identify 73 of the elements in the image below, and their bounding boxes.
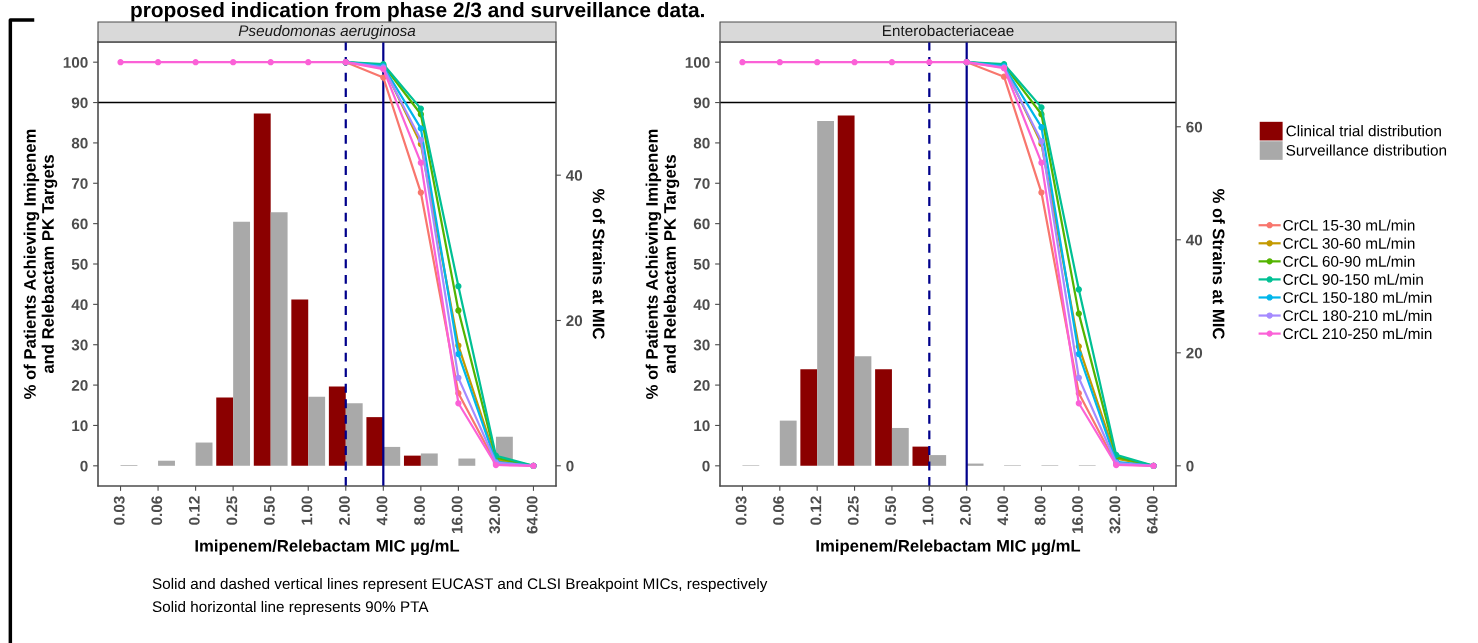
x-tick-label: 64.00	[526, 496, 538, 534]
chart-title: Enterobacteriaceae	[883, 24, 1014, 37]
x-tick-label: 0.03	[113, 496, 125, 525]
x-tick-label: 4.00	[997, 496, 1009, 526]
y-tick-label: 20	[71, 379, 88, 391]
text: Solid and dashed vertical lines represent EUCAST and CLSI Breakpoint MICs, respectively	[152, 577, 768, 593]
legend-label: CrCL 180-210 mL/min	[1283, 309, 1432, 322]
y-tick-label: 10	[694, 420, 710, 432]
x-tick-label: 4.00	[376, 496, 388, 526]
y-tick-label: 50	[71, 258, 88, 270]
y-tick-label: 90	[693, 97, 710, 109]
y-tick-label: 50	[693, 258, 710, 270]
y-tick-label: 40	[693, 299, 710, 311]
y-tick-label: 70	[71, 178, 88, 189]
text: proposed indication from phase 2/3 and surveillance data.	[131, 2, 704, 22]
y-tick-label: 100	[685, 57, 710, 68]
y-axis-title: % of Patients Achieving Imipenem and Relebactam PK Targets	[645, 129, 680, 399]
y2-axis-title: % of Strains at MIC	[1212, 188, 1225, 340]
y-tick-label: 80	[71, 137, 88, 149]
y-tick-label: 30	[693, 339, 710, 351]
y2-tick-label: 20	[566, 315, 583, 327]
y-tick-label: 60	[71, 218, 88, 230]
y2-tick-label: 40	[1185, 234, 1203, 246]
x-tick-label: 32.00	[1109, 496, 1121, 534]
x-tick-label: 0.12	[810, 496, 822, 525]
legend-label: Surveillance distribution	[1286, 144, 1447, 156]
x-tick-label: 2.00	[339, 496, 350, 525]
y-tick-label: 80	[693, 137, 710, 149]
x-tick-label: 0.25	[847, 496, 859, 525]
x-tick-label: 1.00	[301, 496, 313, 525]
y-tick-label: 90	[71, 97, 88, 109]
y2-tick-label: 20	[1186, 347, 1203, 359]
legend-label: CrCL 210-250 mL/min	[1283, 327, 1432, 340]
y2-tick-label: 60	[1186, 121, 1203, 133]
legend-label: CrCL 15-30 mL/min	[1283, 219, 1415, 231]
x-axis-title: Imipenem/Relebactam MIC µg/mL	[816, 539, 1081, 556]
x-tick-label: 8.00	[1034, 496, 1046, 525]
y-tick-label: 0	[80, 460, 88, 472]
x-tick-label: 0.50	[263, 496, 275, 525]
y-tick-label: 70	[693, 178, 710, 189]
x-tick-label: 0.06	[151, 496, 163, 525]
legend-label: CrCL 60-90 mL/min	[1283, 255, 1415, 267]
x-tick-label: 2.00	[959, 496, 971, 525]
y2-tick-label: 0	[566, 460, 574, 472]
y-tick-label: 0	[702, 460, 710, 472]
legend-label: CrCL 150-180 mL/min	[1283, 291, 1432, 303]
legend-label: CrCL 90-150 mL/min	[1283, 273, 1423, 285]
x-tick-label: 0.06	[773, 496, 784, 525]
x-axis-title: Imipenem/Relebactam MIC µg/mL	[195, 539, 460, 556]
y2-tick-label: 0	[1186, 460, 1194, 472]
text: Solid horizontal line represents 90% PTA	[152, 600, 429, 616]
x-tick-label: 0.50	[885, 496, 897, 525]
y-tick-label: 60	[693, 218, 710, 230]
x-tick-label: 64.00	[1146, 496, 1158, 534]
y-tick-label: 20	[693, 379, 710, 391]
x-tick-label: 16.00	[451, 496, 463, 533]
x-tick-label: 8.00	[414, 496, 425, 525]
legend-label: Clinical trial distribution	[1286, 125, 1441, 137]
y-tick-label: 100	[63, 57, 88, 68]
x-tick-label: 0.25	[226, 496, 238, 525]
x-tick-label: 0.03	[735, 496, 747, 525]
x-tick-label: 16.00	[1072, 496, 1083, 533]
y-tick-label: 40	[71, 299, 88, 311]
y-axis-title: % of Patients Achieving Imipenem and Relebactam PK Targets	[23, 129, 58, 399]
legend-label: CrCL 30-60 mL/min	[1283, 237, 1415, 249]
x-tick-label: 1.00	[922, 496, 934, 525]
y-tick-label: 30	[71, 339, 88, 351]
y-tick-label: 10	[72, 420, 88, 432]
y2-tick-label: 40	[565, 170, 583, 181]
x-tick-label: 32.00	[489, 496, 501, 534]
x-tick-label: 0.12	[188, 496, 200, 525]
y2-axis-title: % of Strains at MIC	[592, 188, 605, 340]
chart-title: Pseudomonas aeruginosa	[238, 24, 416, 40]
